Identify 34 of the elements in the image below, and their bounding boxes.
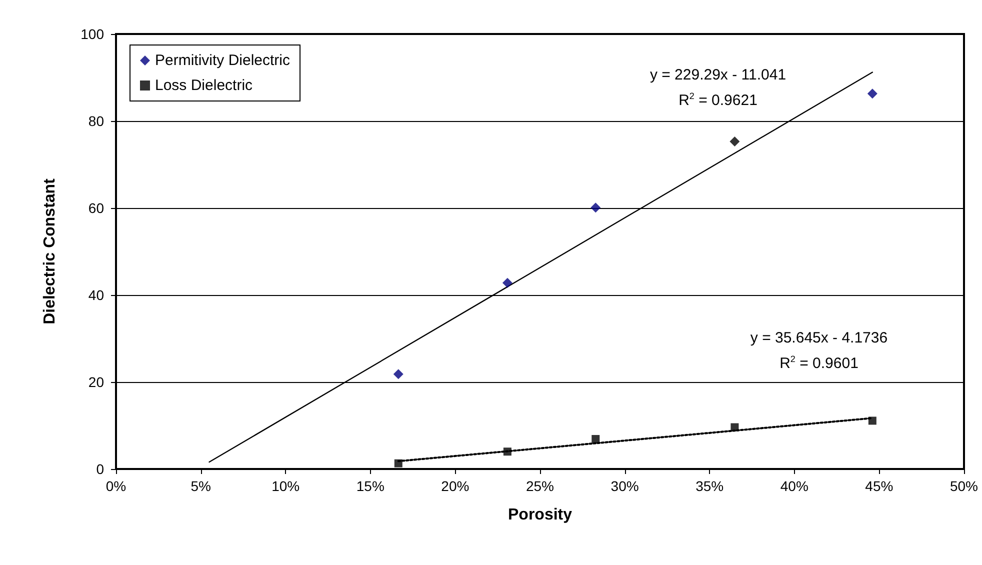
x-tick-label: 5% [190, 478, 211, 494]
point [592, 434, 600, 443]
point [503, 448, 512, 456]
y-tick-label: 60 [88, 200, 104, 216]
legend-label: Permitivity Dielectric [155, 52, 291, 69]
point [394, 459, 402, 468]
y-axis-title: Dielectric Constant [42, 178, 58, 324]
x-tick-label: 45% [865, 478, 894, 494]
x-tick-label: 40% [780, 478, 808, 494]
y-tick-label: 0 [96, 461, 104, 477]
point [868, 416, 876, 425]
x-tick-label: 10% [272, 478, 300, 494]
annotation: R$^{2}$ = 0.9601 [780, 354, 858, 372]
y-tick-label: 80 [88, 113, 104, 129]
annotation: y = 229.29x - 11.041 [650, 66, 786, 84]
annotation: R$^{2}$ = 0.9621 [678, 91, 758, 109]
y-tick-label: 40 [88, 287, 104, 303]
point [393, 369, 404, 380]
point [867, 88, 878, 99]
annotation: y = 35.645x - 4.1736 [750, 330, 888, 346]
point [730, 423, 739, 432]
x-tick-label: 25% [526, 478, 554, 494]
y-tick-label: 100 [80, 26, 104, 42]
x-tick-label: 0% [106, 478, 126, 494]
x-tick-label: 15% [356, 478, 384, 494]
x-axis-title: Porosity [508, 506, 572, 524]
point [502, 278, 512, 288]
x-tick-label: 30% [610, 478, 639, 494]
x-tick-label: 20% [441, 478, 470, 494]
x-tick-label: 35% [696, 478, 724, 494]
point [590, 202, 601, 213]
x-tick-label: 50% [950, 478, 978, 494]
y-tick-label: 20 [88, 374, 104, 390]
legend-label: Loss Dielectric [155, 77, 254, 94]
